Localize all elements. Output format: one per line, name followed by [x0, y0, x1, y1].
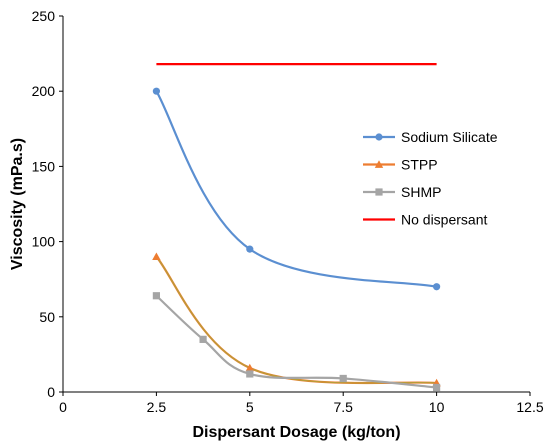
legend-item: Sodium Silicate — [363, 129, 498, 145]
legend-item: STPP — [363, 157, 438, 173]
y-tick-label: 0 — [47, 384, 55, 400]
x-tick-label: 0 — [59, 399, 67, 415]
tick-labels: 0 50 100 150 200 250 0 2.5 5 7.5 10 12.5 — [32, 8, 544, 415]
legend-marker — [374, 160, 384, 168]
y-tick-label: 100 — [32, 234, 56, 250]
data-point — [152, 292, 160, 300]
y-tick-label: 150 — [32, 158, 56, 174]
x-tick-label: 10 — [429, 399, 445, 415]
series-line — [155, 294, 437, 389]
y-tick-label: 200 — [32, 83, 56, 99]
x-tick-label: 2.5 — [147, 399, 167, 415]
legend-marker — [375, 188, 383, 196]
legend-marker — [375, 133, 383, 141]
legend-item: SHMP — [363, 184, 441, 200]
y-tick-label: 50 — [39, 309, 55, 325]
data-point — [152, 87, 160, 95]
x-tick-label: 7.5 — [333, 399, 353, 415]
x-tick-label: 12.5 — [516, 399, 543, 415]
data-point — [246, 370, 254, 378]
data-point — [433, 383, 441, 392]
data-point — [246, 245, 254, 253]
y-axis-title: Viscosity (mPa.s) — [9, 138, 26, 270]
data-point — [245, 363, 254, 372]
data-point — [433, 283, 441, 291]
y-tick-label: 250 — [32, 8, 56, 24]
x-tick-label: 5 — [246, 399, 254, 415]
legend-label: STPP — [401, 157, 438, 173]
legend-label: No dispersant — [401, 212, 487, 228]
plot-series — [152, 63, 441, 392]
x-axis-title: Dispersant Dosage (kg/ton) — [192, 424, 400, 441]
data-point — [152, 252, 161, 260]
legend-label: Sodium Silicate — [401, 129, 498, 145]
legend-label: SHMP — [401, 184, 441, 200]
legend-item: No dispersant — [363, 212, 487, 228]
data-point — [199, 335, 207, 343]
series-sodium-silicate — [152, 87, 441, 291]
legend: Sodium Silicate STPP SHMP No dispersant — [363, 129, 498, 228]
series-shmp — [152, 292, 441, 392]
data-point — [339, 374, 347, 383]
axes — [59, 15, 531, 396]
